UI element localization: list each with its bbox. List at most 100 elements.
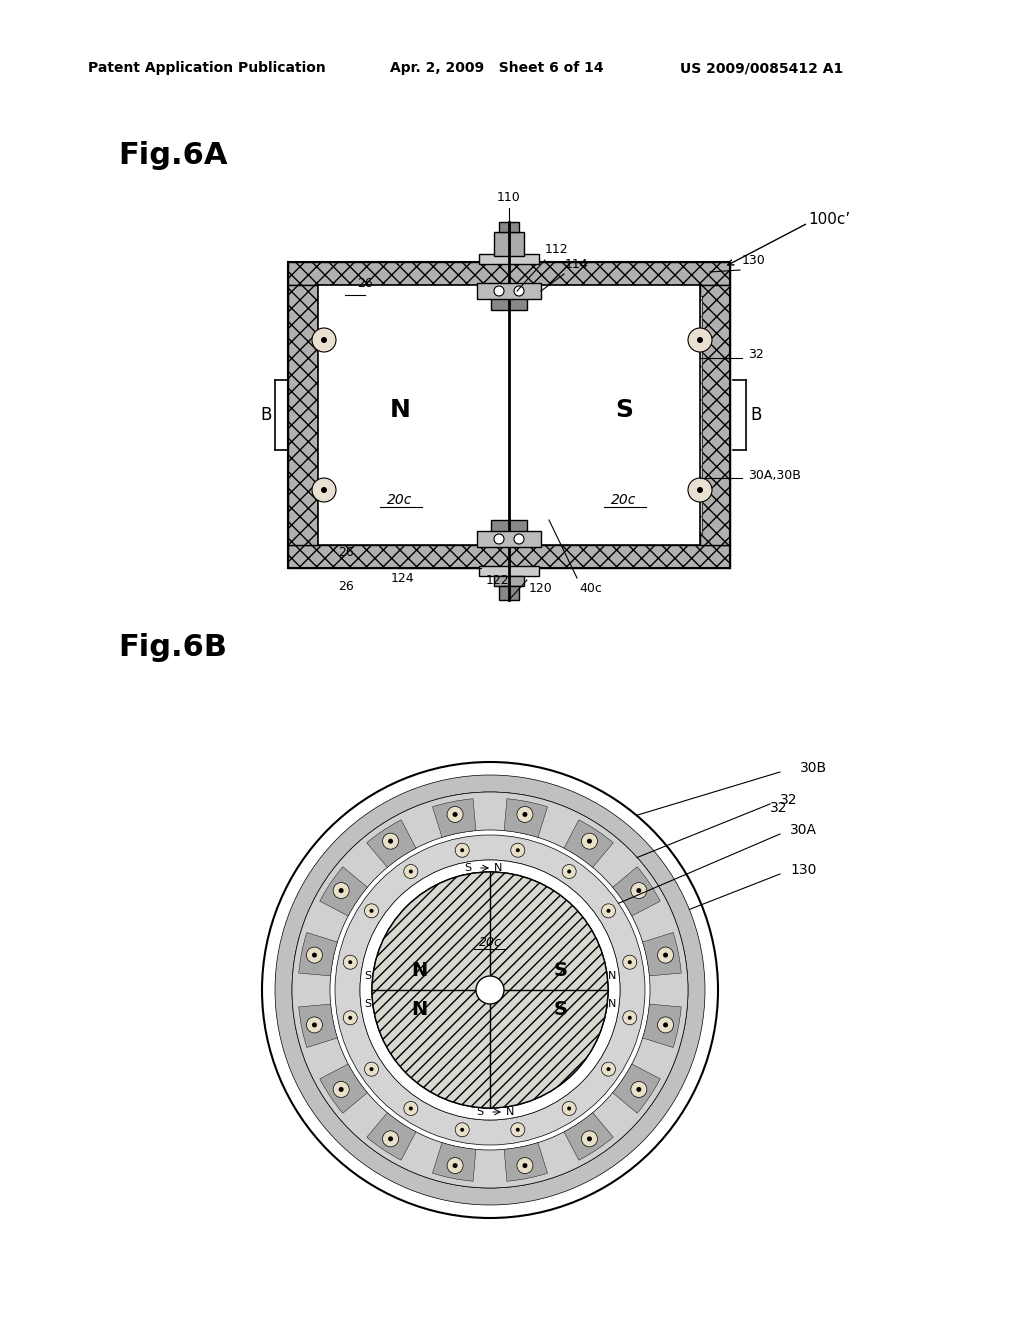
Circle shape [522,812,527,817]
Circle shape [370,909,374,913]
Bar [318,285,700,545]
Text: 26: 26 [338,579,354,593]
Text: 40c: 40c [579,582,602,595]
Wedge shape [319,1064,368,1113]
Bar [288,285,318,545]
Circle shape [562,865,577,879]
Text: 124: 124 [390,572,414,585]
Circle shape [688,478,712,502]
Bar [477,531,541,546]
Circle shape [321,487,327,492]
Wedge shape [292,792,688,1188]
Circle shape [582,1131,597,1147]
Text: 122: 122 [485,574,509,587]
Circle shape [306,1016,323,1034]
Text: N: N [608,999,616,1008]
Circle shape [514,535,524,544]
Text: Fig.6A: Fig.6A [118,140,227,169]
Circle shape [365,1063,379,1076]
Text: 26: 26 [338,546,354,558]
Text: 32: 32 [770,801,787,814]
Wedge shape [275,775,705,1205]
Wedge shape [360,861,620,1119]
Circle shape [312,1023,317,1027]
Wedge shape [612,1064,660,1113]
Bar [700,285,730,545]
Wedge shape [367,1113,416,1160]
Circle shape [370,1067,374,1071]
Circle shape [516,1127,520,1131]
Bar [322,296,462,535]
Text: S: S [476,1107,483,1117]
Wedge shape [319,867,368,916]
Text: 130: 130 [790,863,816,876]
Text: US 2009/0085412 A1: US 2009/0085412 A1 [680,61,843,75]
Text: S: S [554,961,567,979]
Circle shape [348,960,352,964]
Circle shape [697,337,703,343]
Text: 30B: 30B [800,762,827,775]
Circle shape [636,888,641,894]
Circle shape [343,956,357,969]
Wedge shape [643,932,681,975]
Circle shape [409,870,413,874]
Circle shape [409,1106,413,1110]
Circle shape [657,1016,674,1034]
Text: Apr. 2, 2009   Sheet 6 of 14: Apr. 2, 2009 Sheet 6 of 14 [390,61,603,75]
Text: B: B [260,407,271,424]
Wedge shape [367,820,416,867]
Circle shape [517,1158,532,1173]
Wedge shape [299,1005,337,1048]
Circle shape [453,1163,458,1168]
Circle shape [339,888,344,894]
Circle shape [562,1101,577,1115]
Wedge shape [432,799,476,837]
Circle shape [511,843,525,857]
Circle shape [383,1131,398,1147]
Text: 30A,30B: 30A,30B [748,469,801,482]
Circle shape [372,873,608,1107]
Text: Patent Application Publication: Patent Application Publication [88,61,326,75]
Circle shape [494,286,504,296]
Text: N: N [494,863,502,873]
Circle shape [606,1067,610,1071]
Circle shape [262,762,718,1218]
Text: N: N [389,399,411,422]
Wedge shape [564,1113,613,1160]
Circle shape [306,946,323,964]
Circle shape [456,1123,469,1137]
Bar [490,286,527,310]
Circle shape [383,833,398,849]
Circle shape [631,1081,647,1097]
Text: 20c: 20c [611,492,637,507]
Circle shape [657,946,674,964]
Bar [490,520,527,543]
Wedge shape [643,1005,681,1048]
Circle shape [587,1137,592,1142]
Circle shape [403,865,418,879]
Circle shape [601,1063,615,1076]
Circle shape [460,1127,464,1131]
Text: S: S [465,863,472,873]
Text: N: N [411,1001,427,1019]
Circle shape [365,904,379,917]
Circle shape [447,807,463,822]
Circle shape [312,953,317,957]
Text: N: N [608,972,616,981]
Wedge shape [299,932,337,975]
Circle shape [348,1016,352,1020]
Circle shape [623,956,637,969]
Circle shape [582,833,597,849]
Circle shape [522,1163,527,1168]
Circle shape [567,1106,571,1110]
Text: S: S [365,972,372,981]
Bar [479,566,539,576]
Bar [494,576,524,586]
Circle shape [372,873,608,1107]
Circle shape [388,838,393,843]
Circle shape [403,1101,418,1115]
Circle shape [321,337,327,343]
Bar [494,232,524,256]
Circle shape [606,909,610,913]
Text: S: S [615,399,633,422]
